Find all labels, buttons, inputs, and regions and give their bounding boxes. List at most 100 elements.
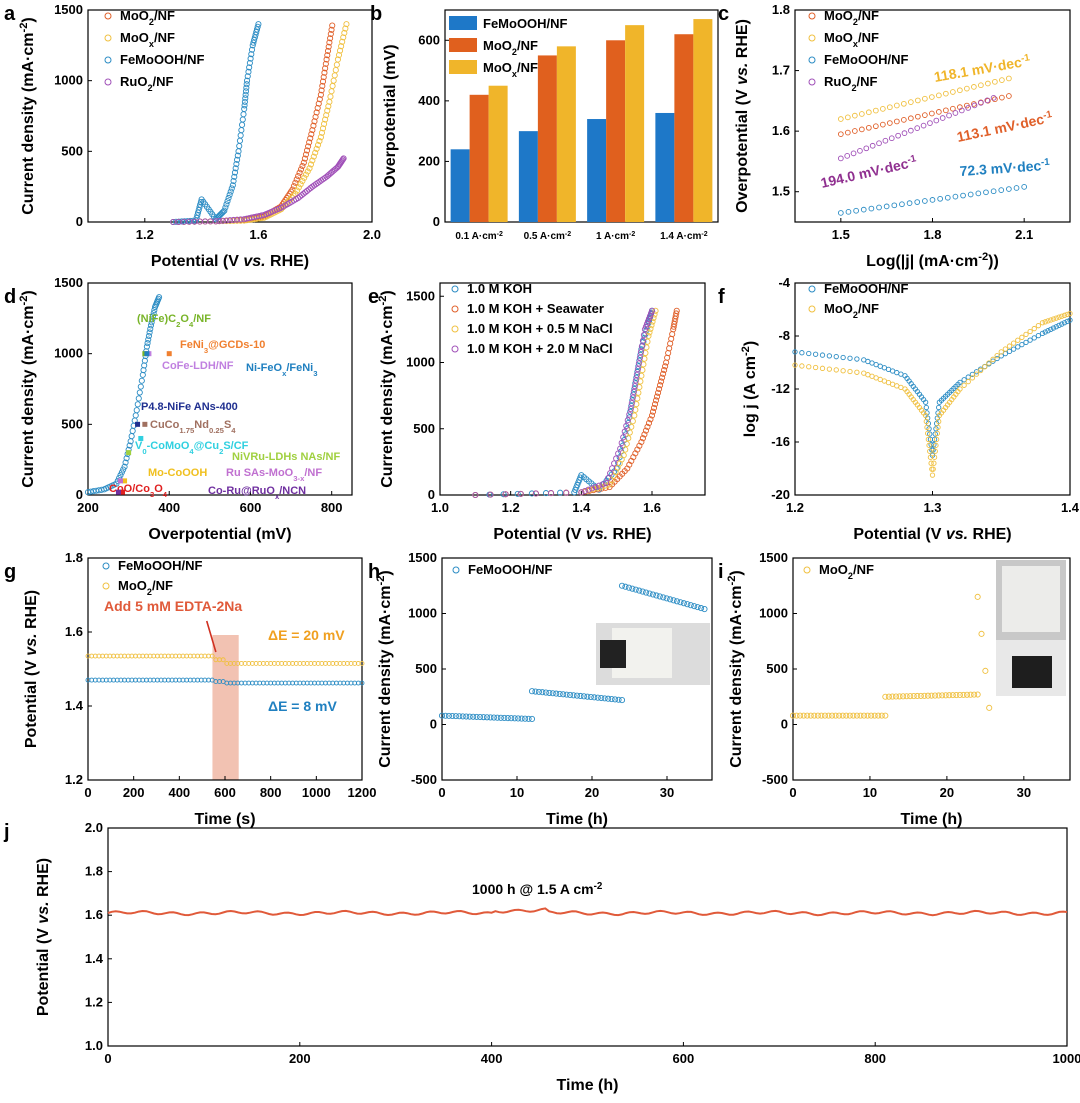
y-tick-label: 1500 [759, 550, 788, 565]
x-tick-label: 1.5 [832, 227, 850, 242]
data-point-1.0 M KOH + 2.0 M NaCl [615, 450, 622, 457]
data-point [137, 383, 144, 390]
data-point-MoO₂/NF [315, 100, 322, 107]
slope-label: 194.0 mV·dec-1 [819, 153, 919, 191]
data-point [629, 585, 636, 592]
legend-label: 1.0 M KOH + 2.0 M NaCl [467, 341, 613, 356]
text-span: /FeNi [286, 362, 313, 374]
text-span: /NF [858, 8, 879, 23]
data-point [553, 690, 560, 697]
text-span: log j (A cm [742, 356, 759, 437]
data-point [653, 592, 660, 599]
data-point-MoO₂/NF [328, 26, 335, 33]
reference-marker [138, 435, 144, 441]
data-point-1.0 M KOH + 0.5 M NaCl [635, 389, 642, 396]
data-point-FeMoOOH/NF [231, 169, 239, 176]
data-point-1.0 M KOH + Seawater [658, 378, 665, 385]
text-span: MoO [483, 60, 512, 75]
text-span: Nd [194, 419, 209, 431]
data-point-FeMoOOH/NF [242, 88, 250, 95]
data-point-FeMoOOH/NF [231, 173, 238, 180]
data-point [117, 472, 124, 479]
data-point [150, 310, 157, 317]
data-point [622, 583, 629, 590]
data-point-RuO₂/NF [212, 218, 219, 225]
reference-label: Ru SAs-MoO3-x/NF [226, 467, 322, 483]
data-point-MoO₂/NF [359, 661, 365, 666]
data-point [570, 692, 577, 699]
data-point [532, 688, 539, 695]
plot-frame [87, 282, 353, 496]
legend-label: MoO2/NF [819, 562, 874, 581]
data-point-MoOₓ/NF [310, 153, 317, 160]
x-axis-title: Potential (V vs. RHE) [853, 526, 1011, 543]
data-point-MoOₓ/NF [999, 77, 1005, 83]
y-tick-label: 1000 [54, 73, 83, 88]
data-point [677, 599, 684, 606]
data-point [456, 713, 463, 720]
data-point [921, 692, 928, 699]
data-point-MoO₂/NF [1050, 316, 1057, 322]
text-span: Overpotential (mV) [148, 526, 291, 543]
data-point-FeMoOOH/NF [845, 208, 852, 215]
y-tick-label: 0 [76, 487, 83, 502]
data-point-1.0 M KOH + 2.0 M NaCl [627, 405, 634, 412]
y-tick-label: 1.0 [85, 1038, 103, 1053]
data-point [147, 325, 154, 332]
data-point-MoO₂/NF [924, 424, 930, 431]
data-point-1.0 M KOH + 2.0 M NaCl [635, 360, 642, 367]
data-point-FeMoOOH/NF [221, 207, 228, 214]
data-point-1.0 M KOH + Seawater [648, 412, 656, 419]
text-span: /NF [858, 30, 879, 45]
data-point-FeMoOOH/NF [242, 95, 249, 102]
data-point-1.0 M KOH + 2.0 M NaCl [637, 349, 644, 356]
data-point [494, 714, 501, 721]
data-point-MoOₓ/NF [886, 104, 893, 111]
data-point-1.0 M KOH + 0.5 M NaCl [636, 384, 643, 391]
data-point-FeMoOOH/NF [1048, 326, 1054, 333]
text-span: Potential (V [151, 253, 243, 270]
data-point-MoO₂/NF [1059, 313, 1065, 319]
data-point-MoO₂/NF [1031, 325, 1037, 332]
data-point-MoO₂/NF [965, 378, 971, 385]
data-point [914, 692, 921, 700]
text-span: 1.0 M KOH + 0.5 M NaCl [467, 321, 613, 336]
data-point-FeMoOOH/NF [922, 198, 928, 204]
y-tick-label: 500 [61, 416, 83, 431]
data-point-MoOₓ/NF [329, 82, 336, 90]
x-tick-label: 600 [240, 500, 262, 515]
data-point-MoOₓ/NF [319, 125, 327, 132]
data-point-1.0 M KOH + 2.0 M NaCl [502, 491, 509, 498]
data-point-MoO₂/NF [833, 367, 839, 373]
data-point-1.0 M KOH + 2.0 M NaCl [547, 490, 555, 497]
y-tick-label: 1.8 [65, 550, 83, 565]
panel-letter-h: h [368, 561, 380, 583]
text-span: 2 [848, 571, 853, 581]
data-point-1.0 M KOH + 2.0 M NaCl [617, 445, 624, 452]
text-span: 4 [231, 426, 236, 435]
y-tick-label: 1000 [408, 606, 437, 621]
data-point-FeMoOOH/NF [899, 201, 905, 208]
data-point-RuO₂/NF [226, 217, 234, 224]
y-tick-label: 0 [781, 717, 788, 732]
data-point-FeMoOOH/NF [236, 142, 243, 150]
data-point-1.0 M KOH + 2.0 M NaCl [605, 475, 612, 482]
y-tick-label: 500 [61, 143, 83, 158]
data-point-MoO₂/NF [1035, 323, 1042, 329]
panel-letter-c: c [718, 3, 729, 25]
data-point-MoO₂/NF [812, 364, 819, 371]
annotation-arrow [205, 620, 217, 653]
x-tick-label: 10 [510, 785, 524, 800]
data-point-1.0 M KOH + 2.0 M NaCl [629, 394, 636, 401]
text-span: FeMoOOH/NF [824, 281, 909, 296]
data-point-1.0 M KOH [638, 346, 645, 353]
data-point-MoO₂/NF [926, 442, 932, 448]
data-point-MoO₂/NF [935, 424, 941, 431]
x-tick-label: 400 [168, 785, 190, 800]
data-point [145, 336, 152, 343]
legend-swatch [449, 38, 477, 52]
text-span: 194.0 mV·dec [819, 155, 910, 191]
data-point-MoO₂/NF [865, 124, 872, 131]
